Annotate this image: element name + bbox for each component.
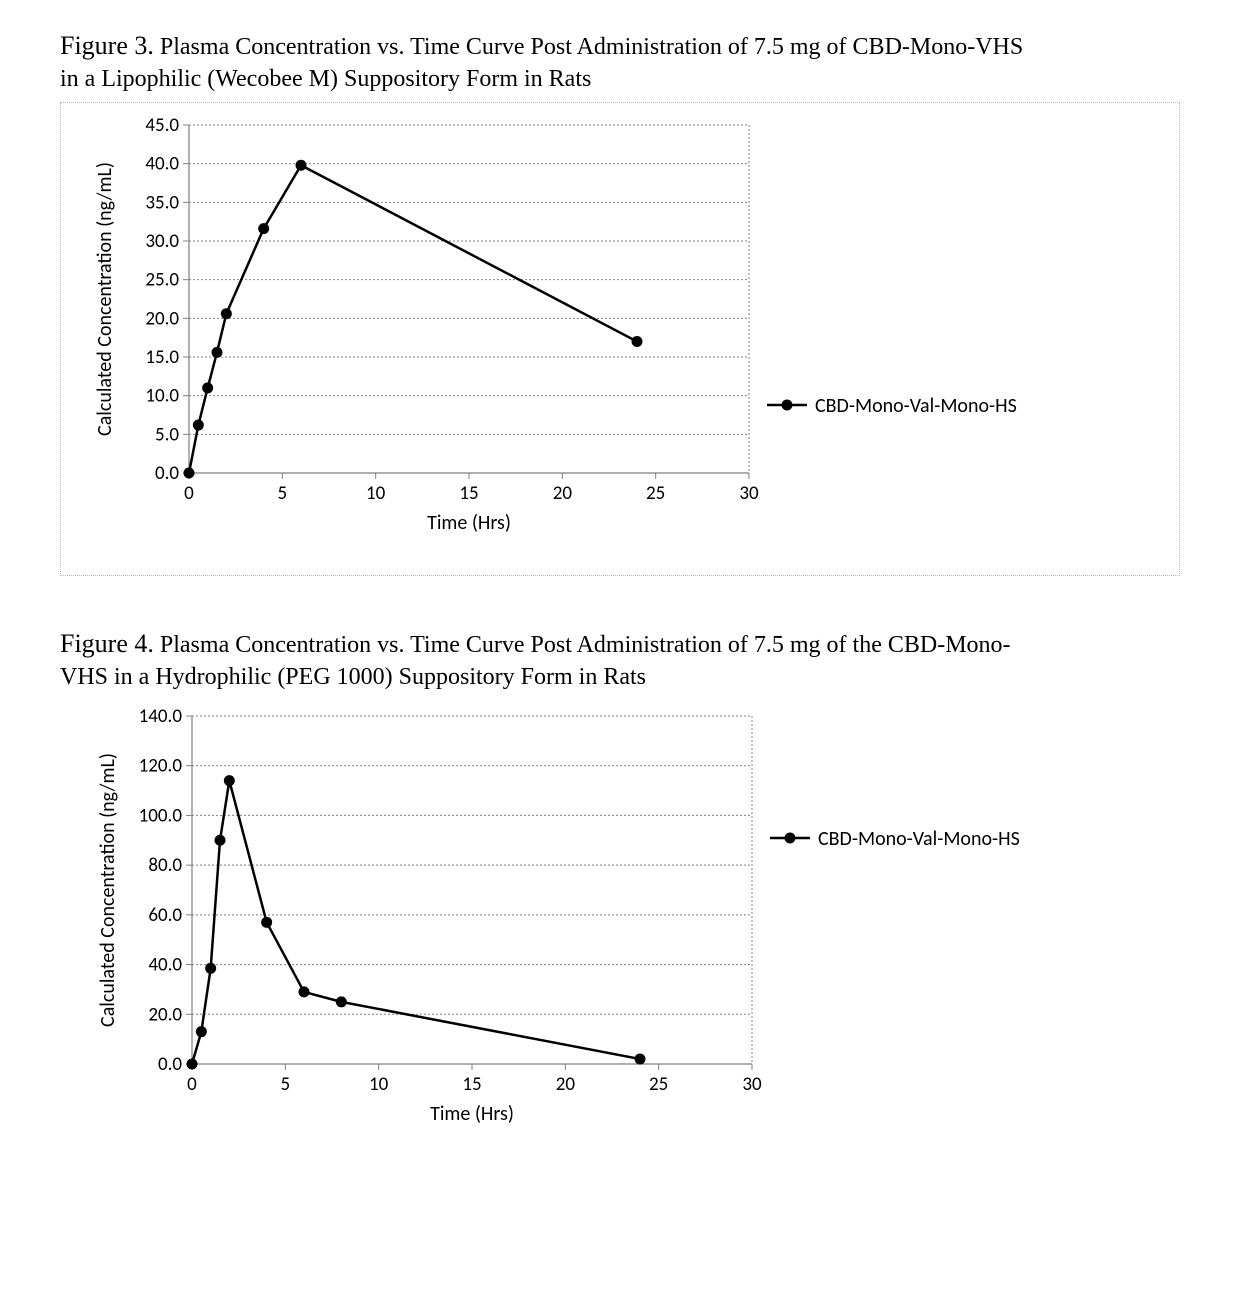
svg-text:Calculated Concentration (ng/m: Calculated Concentration (ng/mL)	[93, 162, 117, 436]
figure4-chart-frame: 0.0 20.0 40.0 60.0 80.0 100.0 120.0 140.0 0 5 10 15…	[60, 700, 1180, 1148]
svg-text:CBD-Mono-Val-Mono-HS: CBD-Mono-Val-Mono-HS	[815, 394, 1017, 418]
figure3-chart-frame: 0.0 5.0 10.0 15.0 20.0 25.0 30.0 35.0 40.0 45.0 0 5…	[60, 102, 1180, 576]
svg-text:0.0: 0.0	[155, 462, 179, 485]
svg-text:25: 25	[646, 482, 665, 505]
figure3-chart: 0.0 5.0 10.0 15.0 20.0 25.0 30.0 35.0 40.0 45.0 0 5…	[67, 109, 1047, 557]
figure3-caption: Figure 3. Plasma Concentration vs. Time …	[60, 28, 1040, 96]
svg-text:25.0: 25.0	[145, 268, 179, 291]
svg-text:35.0: 35.0	[145, 191, 179, 214]
svg-text:CBD-Mono-Val-Mono-HS: CBD-Mono-Val-Mono-HS	[818, 827, 1020, 851]
svg-text:10: 10	[369, 1073, 389, 1096]
svg-text:20.0: 20.0	[145, 307, 179, 330]
svg-text:Time (Hrs): Time (Hrs)	[430, 1102, 514, 1126]
svg-text:40.0: 40.0	[145, 152, 179, 175]
figure4-caption-text: Plasma Concentration vs. Time Curve Post…	[60, 632, 1011, 690]
svg-text:15: 15	[459, 482, 478, 505]
figure4-chart: 0.0 20.0 40.0 60.0 80.0 100.0 120.0 140.0 0 5 10 15…	[60, 700, 1040, 1148]
figure4-caption: Figure 4. Plasma Concentration vs. Time …	[60, 626, 1040, 694]
svg-text:5.0: 5.0	[155, 423, 179, 446]
svg-text:20: 20	[556, 1073, 576, 1096]
svg-text:0: 0	[184, 482, 194, 505]
svg-text:25: 25	[649, 1073, 668, 1096]
svg-text:40.0: 40.0	[148, 953, 182, 976]
svg-text:10.0: 10.0	[145, 384, 179, 407]
figure4-label: Figure 4.	[60, 629, 154, 658]
svg-text:5: 5	[281, 1073, 291, 1096]
svg-text:Time (Hrs): Time (Hrs)	[427, 511, 511, 535]
svg-text:140.0: 140.0	[139, 705, 183, 728]
svg-text:0.0: 0.0	[158, 1053, 182, 1076]
svg-text:30: 30	[742, 1073, 762, 1096]
svg-text:10: 10	[366, 482, 386, 505]
svg-text:20: 20	[553, 482, 573, 505]
figure3-label: Figure 3.	[60, 31, 154, 60]
svg-text:30: 30	[739, 482, 759, 505]
svg-text:45.0: 45.0	[145, 114, 179, 137]
svg-text:5: 5	[278, 482, 288, 505]
svg-text:30.0: 30.0	[145, 230, 179, 253]
svg-text:0: 0	[187, 1073, 197, 1096]
svg-text:120.0: 120.0	[139, 754, 183, 777]
figure3-caption-text: Plasma Concentration vs. Time Curve Post…	[60, 34, 1023, 92]
svg-text:15.0: 15.0	[145, 346, 179, 369]
svg-text:Calculated Concentration (ng/m: Calculated Concentration (ng/mL)	[96, 753, 120, 1027]
svg-text:100.0: 100.0	[139, 804, 183, 827]
svg-text:60.0: 60.0	[148, 903, 182, 926]
svg-text:20.0: 20.0	[148, 1003, 182, 1026]
svg-text:15: 15	[462, 1073, 481, 1096]
svg-text:80.0: 80.0	[148, 854, 182, 877]
